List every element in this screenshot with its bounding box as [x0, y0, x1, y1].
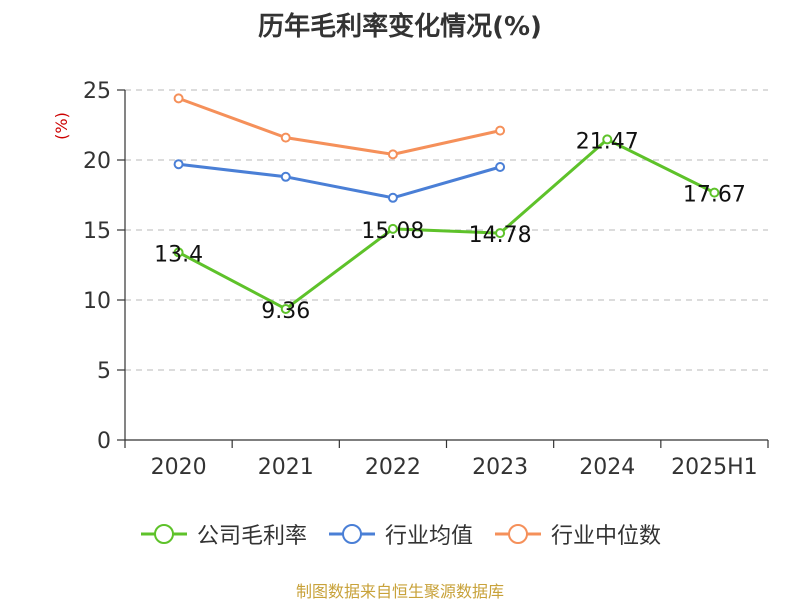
- series-line: [178, 96, 501, 156]
- x-tick-label: 2024: [579, 455, 635, 480]
- y-tick-label: 25: [83, 79, 111, 104]
- data-label: 13.4: [154, 242, 203, 267]
- data-point: [495, 228, 506, 239]
- data-label: 17.67: [683, 183, 746, 208]
- series-line: [177, 137, 716, 311]
- legend-item: 公司毛利率: [139, 518, 307, 550]
- legend-swatch: [495, 524, 541, 544]
- legend-swatch: [140, 524, 187, 544]
- series-line: [178, 162, 501, 200]
- x-tick-label: 2020: [151, 455, 207, 480]
- source-note: 制图数据来自恒生聚源数据库: [295, 582, 504, 601]
- legend: 公司毛利率 行业均值 行业中位数: [0, 518, 800, 550]
- legend-label: 行业中位数: [551, 524, 662, 549]
- x-tick-label: 2023: [472, 455, 528, 480]
- data-point: [387, 149, 398, 160]
- x-tick-label: 2022: [365, 455, 421, 480]
- data-label: 15.08: [361, 219, 424, 244]
- data-point: [280, 132, 291, 143]
- legend-swatch: [328, 524, 375, 544]
- x-tick-label: 2021: [258, 455, 314, 480]
- data-point: [495, 125, 506, 136]
- y-tick-label: 20: [83, 149, 111, 174]
- data-labels: 13.4 9.36 15.08 14.78 21.47 17.67: [154, 129, 746, 324]
- data-label: 14.78: [469, 223, 532, 248]
- legend-item: 行业中位数: [493, 518, 661, 550]
- data-point: [387, 223, 398, 234]
- y-tick-label: 0: [97, 429, 111, 454]
- data-point: [173, 93, 184, 104]
- y-tick-label: 15: [83, 219, 111, 244]
- legend-label: 行业均值: [384, 524, 473, 549]
- x-tick-label: 2025H1: [671, 455, 758, 480]
- data-point: [173, 159, 184, 170]
- data-point: [280, 171, 291, 182]
- series-lines: [173, 93, 720, 314]
- legend-item: 行业均值: [327, 518, 473, 550]
- y-axis-label: (%): [52, 112, 71, 140]
- legend-label: 公司毛利率: [196, 524, 307, 549]
- data-point: [173, 247, 184, 258]
- y-tick-label: 5: [97, 359, 111, 384]
- data-point: [387, 192, 398, 203]
- data-point: [495, 162, 506, 172]
- data-point: [602, 134, 613, 145]
- y-tick-label: 10: [83, 289, 111, 314]
- data-point: [709, 187, 720, 198]
- data-label: 21.47: [576, 129, 639, 154]
- axes: 0 5 10 15 20 25 2020 2021 2022 2023 2024 2025H1: [83, 79, 769, 480]
- data-label: 9.36: [261, 299, 310, 324]
- data-point: [280, 303, 291, 314]
- chart-title: 历年毛利率变化情况(%): [258, 12, 542, 42]
